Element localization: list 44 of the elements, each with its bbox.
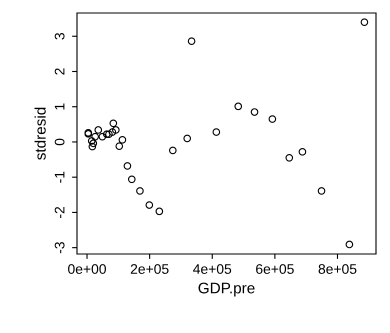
point xyxy=(360,18,368,26)
point xyxy=(89,140,98,148)
x-tick-label: 6e+05 xyxy=(256,264,294,274)
point xyxy=(188,37,196,45)
point xyxy=(94,126,102,134)
point xyxy=(250,108,258,116)
point xyxy=(168,146,177,154)
point xyxy=(118,136,126,144)
x-tick-label: 8e+05 xyxy=(318,264,356,274)
point xyxy=(115,142,124,150)
point xyxy=(91,132,99,140)
point xyxy=(98,132,106,140)
y-tick-label: 0 xyxy=(54,138,65,146)
point xyxy=(285,154,294,162)
y-axis-title: stdresid xyxy=(34,108,46,160)
y-tick-label: -1 xyxy=(54,172,64,183)
x-tick-label: 0e+00 xyxy=(68,264,106,274)
point xyxy=(124,162,132,170)
point xyxy=(112,126,120,134)
point xyxy=(136,187,144,195)
point xyxy=(110,119,118,128)
point xyxy=(212,128,220,136)
point xyxy=(108,128,116,136)
x-tick-label: 4e+05 xyxy=(193,264,232,274)
y-tick-label: -3 xyxy=(54,242,65,254)
point xyxy=(105,130,113,138)
x-tick-label: 2e+05 xyxy=(130,264,169,274)
point xyxy=(88,137,96,145)
y-tick-label: 3 xyxy=(54,33,65,40)
point xyxy=(102,130,111,138)
point xyxy=(183,134,192,142)
point xyxy=(88,142,96,150)
point xyxy=(298,148,306,156)
point xyxy=(128,175,136,184)
point xyxy=(234,102,242,110)
point xyxy=(146,201,154,209)
y-tick-label: -2 xyxy=(54,206,64,218)
point xyxy=(346,240,354,248)
y-tick-label: 2 xyxy=(54,68,64,75)
x-axis-title: GDP.pre xyxy=(198,282,255,296)
point xyxy=(156,208,164,216)
y-tick-label: 1 xyxy=(54,104,64,110)
point xyxy=(318,187,326,195)
point xyxy=(268,115,276,123)
